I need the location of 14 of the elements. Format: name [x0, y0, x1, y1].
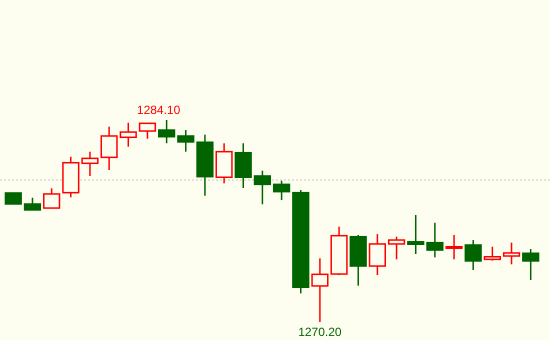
candlestick: [81, 150, 99, 177]
candlestick: [502, 242, 520, 266]
candlestick: [368, 233, 386, 276]
candlestick: [388, 236, 406, 260]
candlestick: [158, 119, 176, 144]
candlestick: [196, 134, 214, 196]
candlestick: [311, 258, 329, 323]
candlestick: [445, 234, 463, 260]
candlestick: [407, 214, 424, 255]
annotation: 1270.20: [298, 325, 342, 339]
candlestick: [120, 122, 137, 148]
candlestick: [234, 142, 252, 189]
annotation: 1284.10: [136, 103, 181, 117]
candlestick: [100, 126, 118, 171]
